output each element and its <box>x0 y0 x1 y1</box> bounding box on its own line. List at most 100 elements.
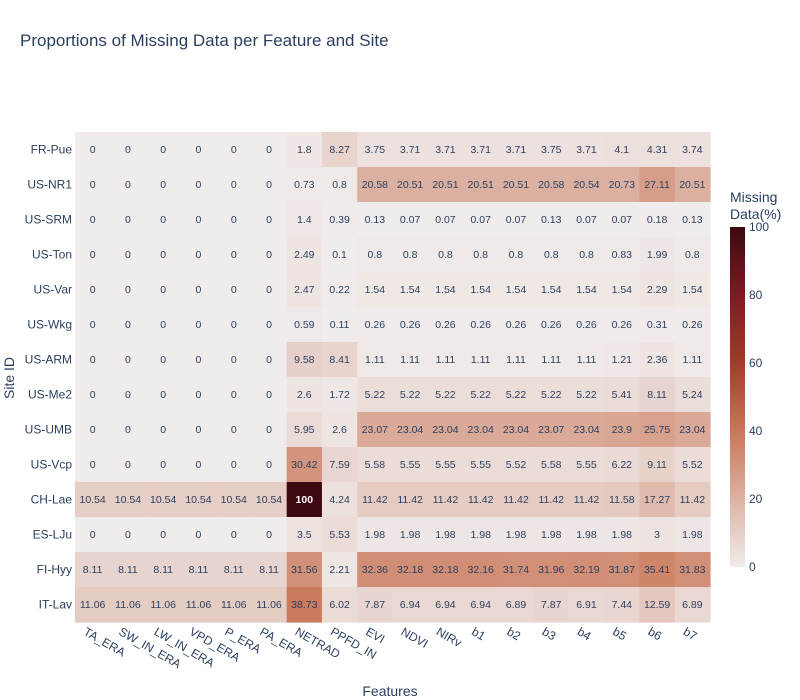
cell-value-label: 1.54 <box>506 284 527 296</box>
cell-value-label: 0 <box>196 144 202 156</box>
cell-value-label: 0 <box>231 424 237 436</box>
cell-value-label: 6.94 <box>435 599 456 611</box>
cell-value-label: 6.94 <box>400 599 421 611</box>
x-tick-label: b7 <box>681 624 700 643</box>
cell-value-label: 1.11 <box>400 354 420 366</box>
cell-value-label: 5.58 <box>365 459 386 471</box>
cell-value-label: 5.22 <box>365 389 386 401</box>
cell-value-label: 0 <box>231 179 237 191</box>
cell-value-label: 0 <box>196 214 202 226</box>
cell-value-label: 4.31 <box>647 144 668 156</box>
cell-value-label: 5.55 <box>435 459 456 471</box>
colorbar-tick-label: 80 <box>749 288 763 302</box>
heatmap-cell <box>568 237 605 273</box>
heatmap-cell <box>568 587 605 623</box>
cell-value-label: 0.26 <box>365 319 386 331</box>
cell-value-label: 11.42 <box>397 494 423 506</box>
cell-value-label: 0 <box>125 424 131 436</box>
heatmap-cell <box>251 307 288 343</box>
heatmap-cell <box>639 272 676 308</box>
cell-value-label: 0 <box>266 214 272 226</box>
cell-value-label: 0 <box>90 424 96 436</box>
heatmap-cell <box>392 482 429 518</box>
heatmap-cell <box>463 342 499 378</box>
heatmap-cell <box>180 552 217 588</box>
heatmap-cell <box>533 342 570 378</box>
x-axis-ticks: TA_ERASW_IN_ERALW_IN_ERAVPD_ERAP_ERAPA_E… <box>81 624 700 671</box>
cell-value-label: 6.89 <box>506 599 527 611</box>
cell-value-label: 8.41 <box>329 354 350 366</box>
heatmap-cell <box>674 552 711 588</box>
cell-value-label: 5.95 <box>294 424 315 436</box>
y-tick-label: ES-LJu <box>33 528 72 542</box>
heatmap-cell <box>145 482 182 518</box>
heatmap-cell <box>75 412 111 448</box>
cell-value-label: 5.22 <box>435 389 456 401</box>
cell-value-label: 0 <box>90 144 96 156</box>
heatmap-cell <box>498 202 535 238</box>
heatmap-cell <box>145 132 182 168</box>
cell-value-label: 0.8 <box>509 249 524 261</box>
cell-value-label: 3.71 <box>506 144 527 156</box>
cell-value-label: 3.75 <box>365 144 386 156</box>
colorbar-tick-label: 100 <box>749 220 769 234</box>
heatmap-cell <box>145 167 182 203</box>
heatmap-cell <box>604 587 641 623</box>
heatmap-cell <box>604 132 641 168</box>
heatmap-cell <box>463 307 499 343</box>
cell-value-label: 25.75 <box>644 424 670 436</box>
heatmap-cell <box>216 447 252 483</box>
heatmap-cell <box>251 587 288 623</box>
heatmap-cell <box>110 377 147 413</box>
heatmap-cell <box>286 552 323 588</box>
cell-value-label: 0.07 <box>612 214 633 226</box>
cell-value-label: 0.07 <box>506 214 527 226</box>
cell-value-label: 5.22 <box>400 389 421 401</box>
heatmap-cell <box>216 552 252 588</box>
cell-value-label: 10.54 <box>79 494 105 506</box>
cell-value-label: 30.42 <box>291 459 317 471</box>
cell-value-label: 0 <box>231 389 237 401</box>
cell-value-label: 2.6 <box>297 389 312 401</box>
cell-value-label: 11.06 <box>221 599 247 611</box>
heatmap-cell <box>110 447 147 483</box>
cell-value-label: 1.98 <box>470 529 491 541</box>
heatmap-cell <box>216 342 252 378</box>
cell-value-label: 1.11 <box>365 354 385 366</box>
heatmap-cell <box>463 272 499 308</box>
y-tick-label: US-ARM <box>25 353 72 367</box>
heatmap-cell <box>568 412 605 448</box>
cell-value-label: 3.75 <box>541 144 562 156</box>
cell-value-label: 0 <box>160 284 166 296</box>
heatmap-cell <box>357 307 394 343</box>
cell-value-label: 0.8 <box>685 249 700 261</box>
cell-value-label: 23.07 <box>538 424 564 436</box>
heatmap-cell <box>533 412 570 448</box>
cell-value-label: 32.36 <box>362 564 388 576</box>
heatmap-cell <box>427 447 464 483</box>
cell-value-label: 0 <box>90 284 96 296</box>
cell-value-label: 0 <box>125 179 131 191</box>
heatmap-cell <box>463 587 499 623</box>
cell-value-label: 1.54 <box>365 284 386 296</box>
cell-value-label: 0.26 <box>470 319 491 331</box>
heatmap-cell <box>75 587 111 623</box>
heatmap-cell <box>110 307 147 343</box>
heatmap-cell <box>604 517 641 553</box>
heatmap-cell <box>533 587 570 623</box>
cell-value-label: 31.87 <box>609 564 635 576</box>
cell-value-label: 0 <box>266 529 272 541</box>
cell-value-label: 23.9 <box>612 424 633 436</box>
cell-value-label: 1.11 <box>683 354 703 366</box>
heatmap-cell <box>75 202 111 238</box>
cell-value-label: 11.06 <box>186 599 212 611</box>
cell-value-label: 1.54 <box>400 284 421 296</box>
heatmap-cell <box>604 482 641 518</box>
cell-value-label: 1.98 <box>682 529 703 541</box>
heatmap-cell <box>286 272 323 308</box>
cell-value-label: 11.42 <box>468 494 494 506</box>
cell-value-label: 0.13 <box>365 214 386 226</box>
cell-value-label: 1.54 <box>612 284 633 296</box>
y-tick-label: US-Me2 <box>28 388 72 402</box>
heatmap-cell <box>286 237 323 273</box>
